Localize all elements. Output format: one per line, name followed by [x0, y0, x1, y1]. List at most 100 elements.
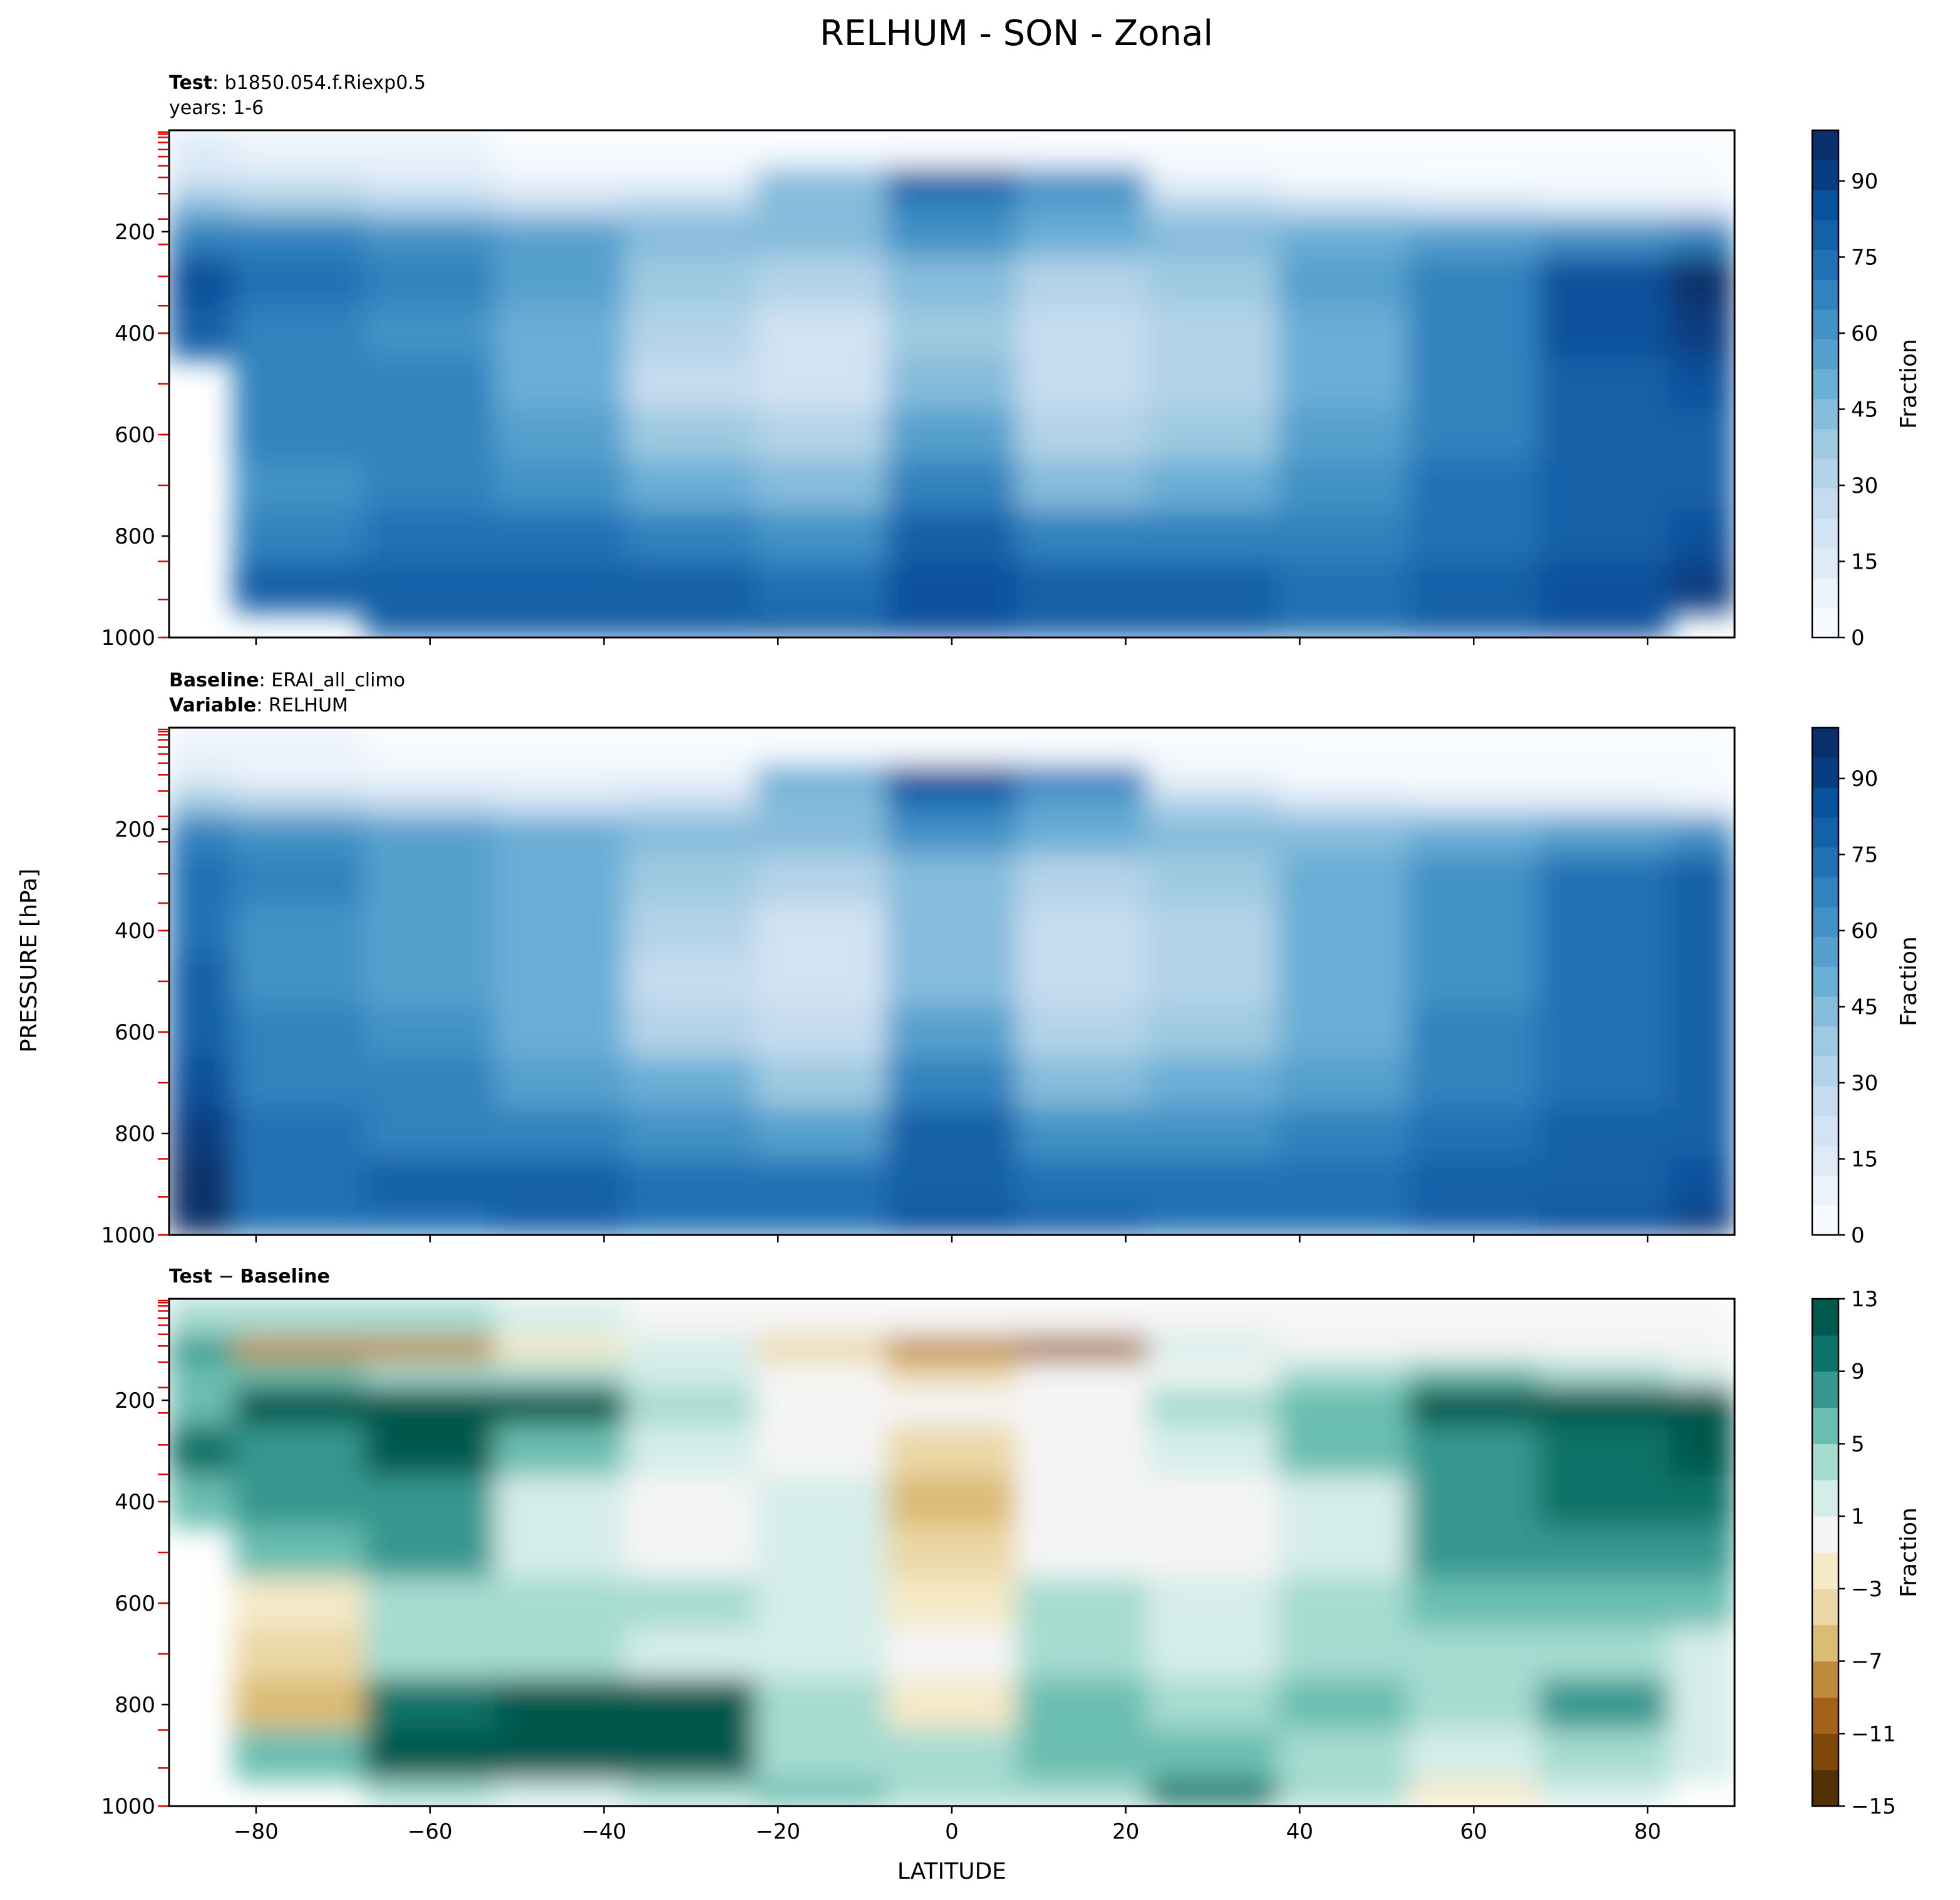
colorbar-segment: [1812, 1552, 1839, 1589]
field-cell: [625, 728, 757, 767]
field-cell: [1668, 1678, 1735, 1731]
field-cell: [234, 459, 366, 512]
field-cell: [1408, 1780, 1540, 1806]
colorbar-segment: [1812, 1480, 1839, 1517]
colorbar-segment: [1812, 339, 1839, 369]
field-cell: [755, 1361, 887, 1388]
field-cell: [625, 1107, 757, 1160]
field-cell: [1538, 408, 1670, 461]
field-cell: [169, 904, 235, 957]
colorbar-tick-label: 90: [1851, 767, 1878, 792]
field-cell: [625, 167, 757, 195]
field-cell: [1668, 904, 1735, 957]
field-cell: [494, 560, 627, 613]
field-cell: [625, 1336, 757, 1363]
field-cells: [169, 130, 1735, 638]
field-cell: [1668, 130, 1735, 169]
field-cell: [1538, 1425, 1670, 1477]
colorbar-tick-label: −7: [1851, 1650, 1882, 1675]
field-cell: [494, 1780, 627, 1806]
field-cell: [169, 790, 235, 817]
field-cell: [1016, 1361, 1148, 1388]
field-cell: [1408, 1425, 1540, 1477]
field-cell: [1147, 955, 1279, 1008]
field-cell: [625, 1678, 757, 1731]
colorbar-segment: [1812, 1371, 1839, 1408]
field-cell: [169, 955, 235, 1008]
field-cell: [1016, 560, 1148, 613]
colorbar-segment: [1812, 1770, 1839, 1807]
field-cell: [755, 459, 887, 512]
field-cell: [1016, 459, 1148, 512]
field-cell: [1538, 815, 1670, 855]
field-cell: [494, 307, 627, 359]
field-cell: [234, 130, 366, 169]
field-cell: [494, 1678, 627, 1731]
field-cell: [1408, 1577, 1540, 1629]
panel-baseline-header-name: : ERAI_all_climo: [259, 669, 405, 691]
field-cell: [1147, 854, 1279, 906]
field-cell: [755, 728, 887, 767]
field-cell: [494, 459, 627, 512]
field-cell: [364, 1628, 496, 1680]
panel-test-header-name: : b1850.054.f.Riexp0.5: [212, 72, 426, 94]
field-cell: [364, 1386, 496, 1427]
field-cell: [1147, 1729, 1279, 1782]
field-cell: [885, 193, 1018, 220]
field-cell: [625, 955, 757, 1008]
field-cell: [1277, 790, 1410, 817]
field-cell: [1147, 1361, 1279, 1388]
field-cell: [494, 193, 627, 220]
colorbar-segment: [1812, 1175, 1839, 1206]
field-cell: [1277, 815, 1410, 855]
field-cell: [1147, 1336, 1279, 1363]
plot-baseline: [169, 728, 1735, 1235]
field-cell: [1147, 1577, 1279, 1629]
field-cell: [1277, 728, 1410, 767]
field-cell: [755, 1780, 887, 1806]
colorbar-segment: [1812, 279, 1839, 310]
field-cell: [234, 1425, 366, 1477]
field-cell: [1016, 510, 1148, 562]
field-cell: [1147, 256, 1279, 309]
level-marks-diff: [158, 1299, 168, 1807]
field-cell: [885, 218, 1018, 258]
field-cell: [755, 790, 887, 817]
field-cell: [1668, 510, 1735, 562]
field-cell: [755, 510, 887, 562]
field-cell: [1147, 1526, 1279, 1579]
field-cell: [364, 167, 496, 195]
field-cell: [755, 815, 887, 855]
field-cell: [234, 408, 366, 461]
field-cell: [494, 1006, 627, 1058]
field-cell: [1668, 560, 1735, 613]
field-cell: [1016, 765, 1148, 792]
field-cell: [1277, 193, 1410, 220]
field-cell: [1147, 218, 1279, 258]
field-cell: [364, 1107, 496, 1160]
field-cell: [885, 765, 1018, 792]
field-cell: [1016, 167, 1148, 195]
field-cell: [1016, 218, 1148, 258]
colorbar-label: Fraction: [1896, 936, 1922, 1026]
field-cell: [364, 1361, 496, 1388]
y-tick-label: 600: [115, 1020, 155, 1045]
field-cell: [234, 1299, 366, 1338]
colorbar-segment: [1812, 757, 1839, 788]
field-cell: [234, 193, 366, 220]
field-cell: [885, 1107, 1018, 1160]
field-cell: [1668, 955, 1735, 1008]
field-cell: [234, 1678, 366, 1731]
field-cell: [625, 1056, 757, 1109]
field-cell: [755, 358, 887, 410]
field-cell: [234, 307, 366, 359]
field-cell: [364, 728, 496, 767]
field-cell: [1408, 307, 1540, 359]
colorbar-segment: [1812, 817, 1839, 848]
panel-test-header-line2: years: 1-6: [169, 97, 264, 119]
field-cell: [885, 1006, 1018, 1058]
colorbar-segment: [1812, 847, 1839, 877]
field-cell: [364, 510, 496, 562]
field-cell: [1277, 1425, 1410, 1477]
field-cell: [494, 1209, 627, 1235]
